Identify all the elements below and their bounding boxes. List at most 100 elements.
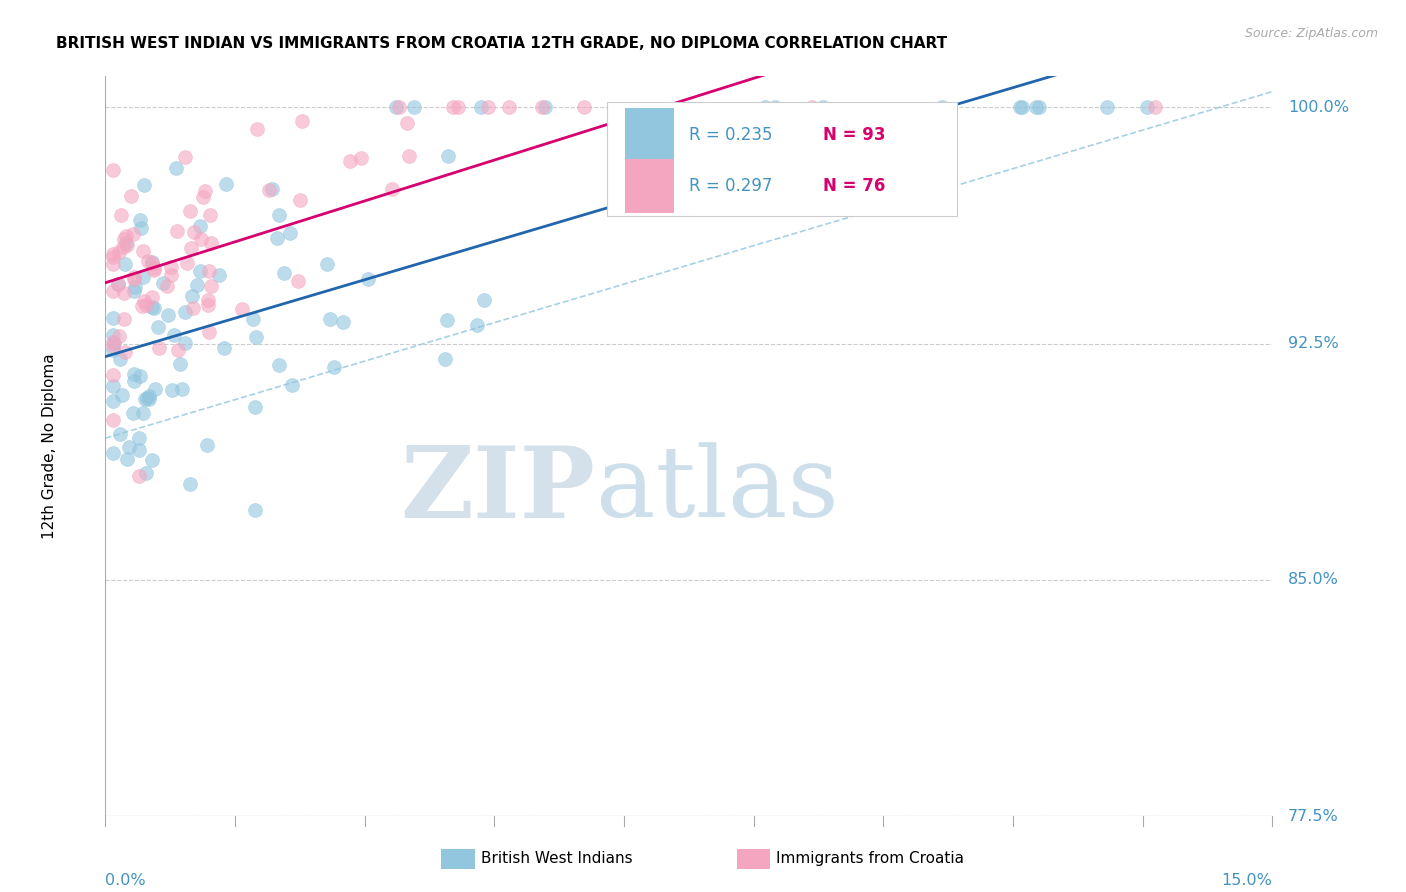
Point [200, 236, 222, 251]
Point [498, 100, 520, 114]
Point [114, 257, 136, 271]
Point [198, 263, 221, 277]
Point [107, 277, 129, 292]
Point [531, 100, 554, 114]
Point [194, 184, 217, 198]
Point [434, 352, 457, 367]
Point [173, 305, 195, 319]
Point [110, 208, 132, 222]
Point [231, 301, 253, 316]
Point [350, 151, 373, 165]
Point [143, 263, 166, 277]
Point [160, 268, 183, 282]
Point [141, 256, 163, 270]
Point [323, 360, 346, 375]
Point [1095, 100, 1118, 114]
Point [165, 161, 187, 176]
Point [111, 240, 134, 254]
Point [103, 378, 125, 392]
Point [131, 221, 153, 235]
Point [287, 274, 309, 288]
FancyBboxPatch shape [607, 102, 957, 217]
Text: 77.5%: 77.5% [1288, 809, 1339, 823]
Point [257, 183, 280, 197]
Point [112, 285, 135, 300]
Point [107, 329, 129, 343]
Point [534, 100, 557, 114]
Text: 0.0%: 0.0% [105, 873, 146, 888]
Point [398, 149, 420, 163]
Point [316, 257, 339, 271]
Point [143, 382, 166, 396]
Point [197, 293, 219, 308]
Point [103, 284, 125, 298]
Point [319, 311, 342, 326]
Point [138, 392, 160, 407]
Point [114, 235, 136, 250]
Point [163, 328, 186, 343]
Text: Source: ZipAtlas.com: Source: ZipAtlas.com [1244, 27, 1378, 40]
Point [754, 100, 776, 114]
Point [242, 312, 264, 326]
Point [124, 374, 146, 388]
Point [728, 163, 751, 178]
Point [128, 442, 150, 457]
Point [103, 394, 125, 409]
Point [122, 367, 145, 381]
Point [437, 149, 460, 163]
Point [103, 311, 125, 326]
Point [197, 326, 219, 340]
Point [115, 238, 138, 252]
Point [122, 285, 145, 299]
Point [114, 345, 136, 359]
Point [1008, 100, 1031, 114]
Point [128, 469, 150, 483]
Point [179, 476, 201, 491]
Point [141, 255, 163, 269]
Point [470, 100, 492, 114]
Point [142, 301, 165, 316]
FancyBboxPatch shape [624, 159, 673, 213]
Point [159, 260, 181, 275]
Text: R = 0.297: R = 0.297 [689, 177, 772, 195]
Text: atlas: atlas [596, 442, 838, 538]
Point [128, 213, 150, 227]
Point [273, 266, 295, 280]
Point [197, 298, 219, 312]
Text: Immigrants from Croatia: Immigrants from Croatia [776, 852, 965, 866]
Point [339, 154, 361, 169]
Point [156, 279, 179, 293]
FancyBboxPatch shape [624, 108, 673, 163]
Point [172, 382, 194, 396]
Text: British West Indians: British West Indians [481, 852, 633, 866]
Point [441, 100, 464, 114]
Point [129, 368, 152, 383]
Point [356, 272, 378, 286]
Point [179, 204, 201, 219]
Point [1011, 100, 1033, 114]
Point [173, 150, 195, 164]
Point [269, 358, 291, 372]
Point [332, 315, 354, 329]
Point [186, 277, 208, 292]
Point [122, 270, 145, 285]
Point [243, 400, 266, 414]
Point [141, 453, 163, 467]
Point [134, 392, 156, 406]
Point [180, 241, 202, 255]
Point [269, 208, 291, 222]
Point [467, 318, 489, 332]
Point [176, 256, 198, 270]
Text: BRITISH WEST INDIAN VS IMMIGRANTS FROM CROATIA 12TH GRADE, NO DIPLOMA CORRELATIO: BRITISH WEST INDIAN VS IMMIGRANTS FROM C… [56, 36, 948, 51]
Point [931, 100, 953, 114]
Point [404, 100, 426, 114]
Point [115, 452, 138, 467]
Point [288, 193, 311, 207]
Point [191, 190, 214, 204]
Point [128, 431, 150, 445]
Point [167, 343, 190, 357]
Point [388, 100, 411, 114]
Point [132, 244, 155, 259]
Point [200, 208, 222, 222]
Point [148, 342, 170, 356]
